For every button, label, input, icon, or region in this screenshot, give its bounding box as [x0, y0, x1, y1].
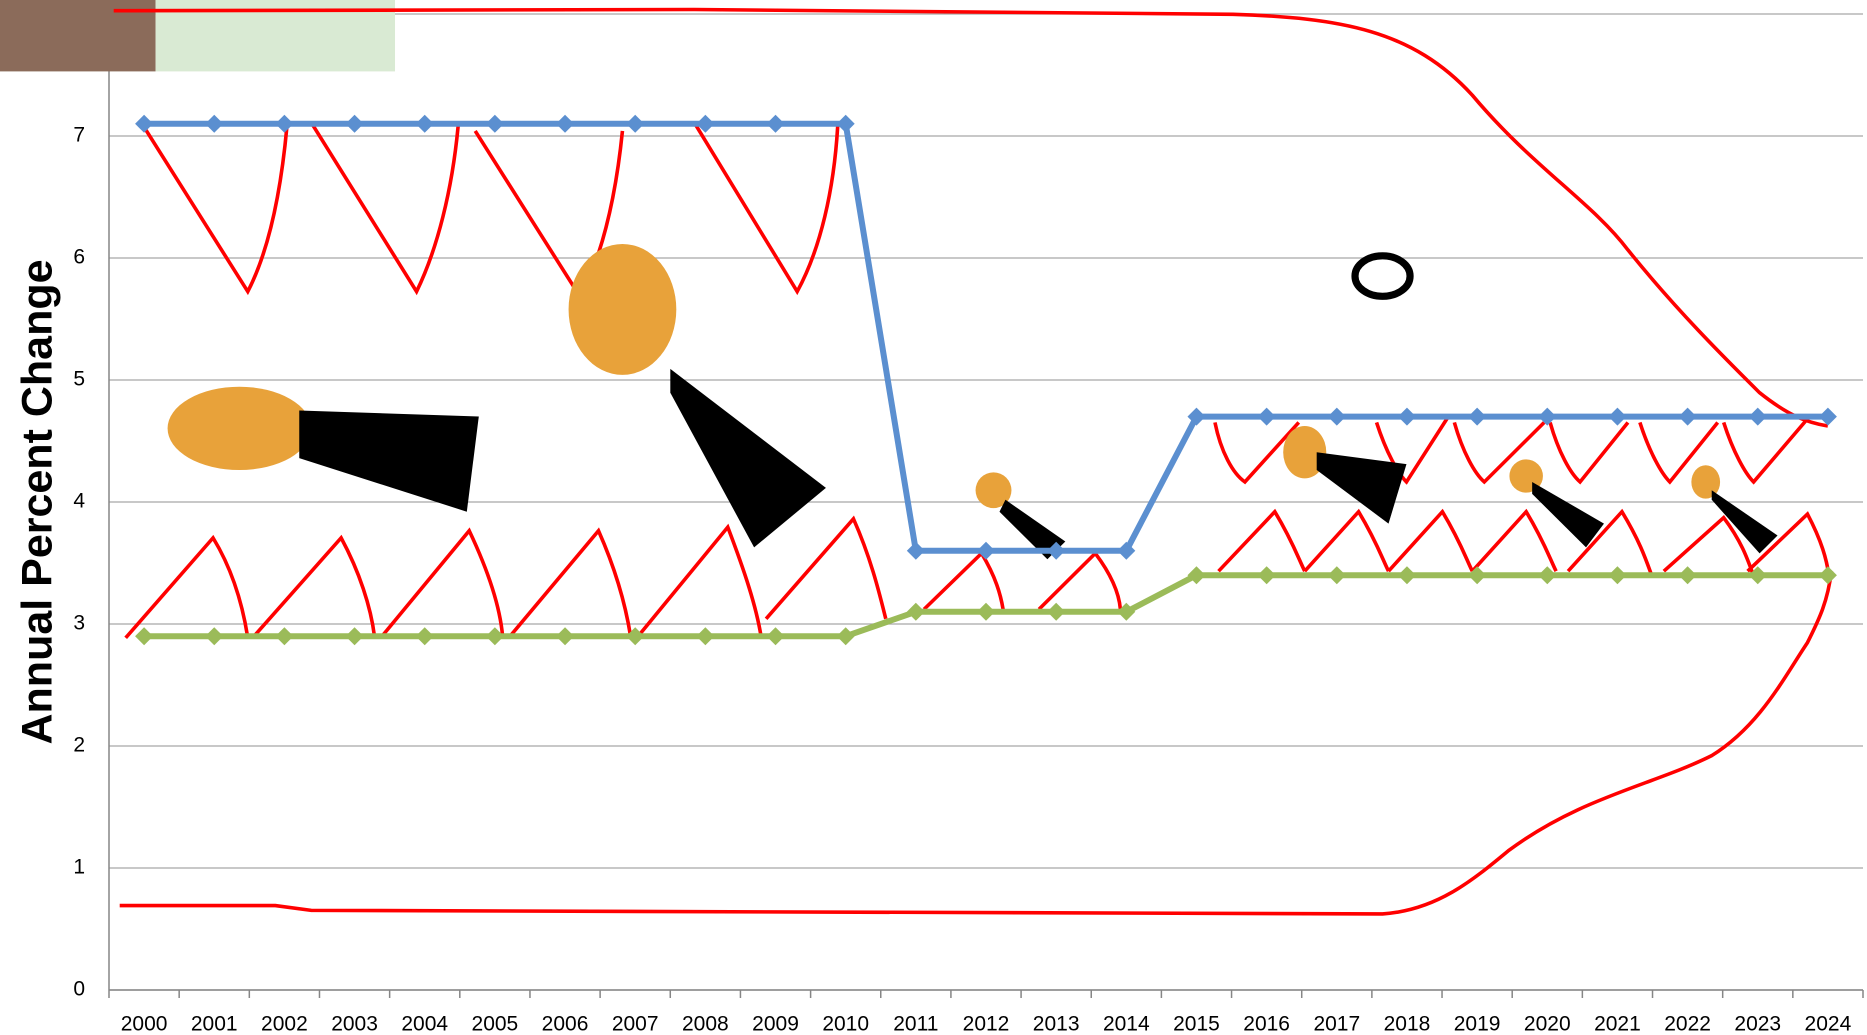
x-tick-label: 2007 — [612, 1013, 659, 1035]
data-point — [977, 603, 995, 621]
x-tick-label: 2023 — [1734, 1013, 1781, 1035]
x-tick-label: 2010 — [822, 1013, 869, 1035]
data-point — [486, 115, 504, 133]
x-tick-label: 2019 — [1454, 1013, 1501, 1035]
shark-eye — [1355, 256, 1410, 296]
data-point — [556, 115, 574, 133]
y-tick-label: 6 — [73, 246, 85, 269]
data-point — [1819, 408, 1837, 426]
data-point — [696, 627, 714, 645]
x-tick-label: 2009 — [752, 1013, 799, 1035]
x-tick-label: 2011 — [893, 1013, 938, 1035]
swimmer-figures — [168, 244, 1778, 559]
data-point — [1258, 408, 1276, 426]
shark-lower-jaw — [120, 571, 1832, 914]
y-tick-label: 7 — [73, 124, 85, 147]
x-tick-label: 2022 — [1664, 1013, 1711, 1035]
y-tick-label: 1 — [73, 856, 85, 879]
data-point — [1679, 408, 1697, 426]
data-point — [1819, 566, 1837, 584]
data-point — [1328, 408, 1346, 426]
y-tick-label: 0 — [73, 978, 85, 1001]
data-point — [205, 115, 223, 133]
data-point — [767, 627, 785, 645]
y-tick-label: 2 — [73, 734, 85, 757]
data-point — [1398, 566, 1416, 584]
data-point — [416, 115, 434, 133]
x-tick-label: 2016 — [1243, 1013, 1290, 1035]
shark-decoration — [0, 0, 1831, 914]
data-point — [416, 627, 434, 645]
x-tick-label: 2024 — [1805, 1013, 1852, 1035]
x-tick-label: 2018 — [1384, 1013, 1431, 1035]
x-tick-label: 2017 — [1313, 1013, 1360, 1035]
x-tick-label: 2021 — [1594, 1013, 1641, 1035]
x-tick-label: 2013 — [1033, 1013, 1080, 1035]
data-point — [767, 115, 785, 133]
data-point — [1608, 408, 1626, 426]
data-point — [275, 627, 293, 645]
y-tick-label: 3 — [73, 612, 85, 635]
data-point — [1679, 566, 1697, 584]
data-point — [1258, 566, 1276, 584]
data-point — [135, 115, 153, 133]
y-tick-label: 4 — [73, 490, 85, 513]
data-point — [1538, 408, 1556, 426]
data-point — [1608, 566, 1626, 584]
x-tick-label: 2015 — [1173, 1013, 1220, 1035]
data-point — [1749, 408, 1767, 426]
data-point — [1047, 603, 1065, 621]
data-point — [1328, 566, 1346, 584]
chart: 0123456782000200120022003200420052006200… — [0, 0, 1867, 1035]
data-point — [275, 115, 293, 133]
data-point — [837, 115, 855, 133]
data-point — [907, 603, 925, 621]
x-tick-label: 2003 — [331, 1013, 378, 1035]
x-tick-label: 2001 — [191, 1013, 238, 1035]
x-tick-label: 2012 — [963, 1013, 1010, 1035]
x-tick-label: 2004 — [401, 1013, 448, 1035]
data-point — [1398, 408, 1416, 426]
x-tick-label: 2006 — [542, 1013, 589, 1035]
data-point — [135, 627, 153, 645]
data-point — [346, 627, 364, 645]
x-tick-label: 2008 — [682, 1013, 729, 1035]
upper-teeth — [141, 123, 838, 298]
y-tick-label: 5 — [73, 368, 85, 391]
data-point — [346, 115, 364, 133]
x-tick-label: 2002 — [261, 1013, 308, 1035]
y-axis-label: Annual Percent Change — [13, 259, 61, 744]
x-tick-label: 2000 — [121, 1013, 168, 1035]
data-point — [907, 542, 925, 560]
data-point — [556, 627, 574, 645]
data-point — [205, 627, 223, 645]
x-tick-label: 2005 — [472, 1013, 519, 1035]
data-point — [1468, 408, 1486, 426]
x-tick-label: 2014 — [1103, 1013, 1150, 1035]
data-point — [837, 627, 855, 645]
x-tick-label: 2020 — [1524, 1013, 1571, 1035]
data-point — [626, 115, 644, 133]
lower-teeth — [126, 519, 1121, 638]
